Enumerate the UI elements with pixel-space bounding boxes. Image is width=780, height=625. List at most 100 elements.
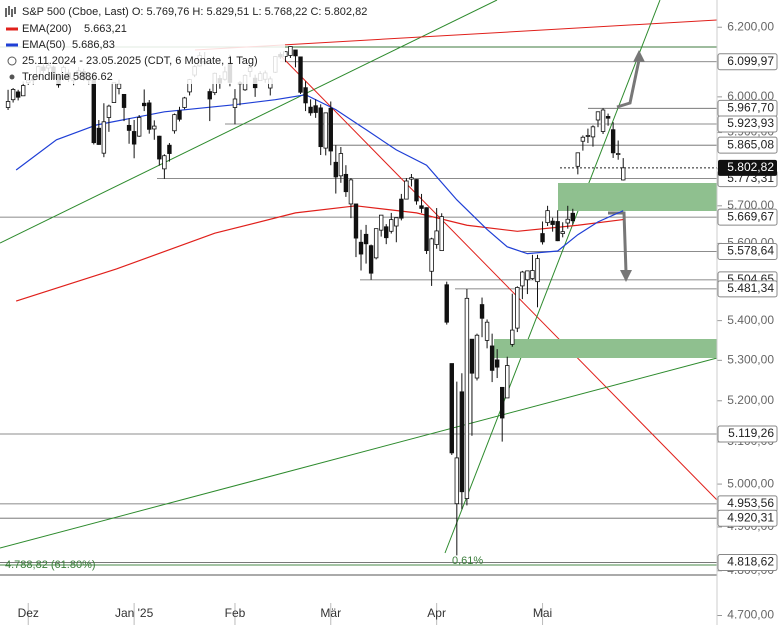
candle-body — [404, 180, 409, 200]
level-label: 5.119,26 — [728, 426, 774, 440]
current-label: 5.802,82 — [727, 160, 774, 174]
header-bg — [0, 2, 285, 84]
candle-body — [484, 321, 490, 341]
candle-body — [373, 228, 379, 259]
candle-body — [338, 153, 344, 177]
candle-body — [378, 214, 384, 231]
level-label: 5.578,64 — [727, 244, 774, 258]
level-label: 5.669,67 — [727, 209, 774, 223]
level-label: 5.967,70 — [727, 101, 774, 115]
level-box — [717, 280, 778, 298]
candle-body — [555, 221, 560, 242]
candle-body — [429, 238, 434, 272]
arrowhead — [633, 50, 645, 62]
x-tick-label: Mär — [320, 606, 341, 620]
candle-body — [545, 210, 550, 224]
candle-body — [560, 231, 565, 234]
candle-body — [303, 87, 308, 104]
ema-line — [15, 205, 624, 302]
candle-body — [328, 107, 333, 152]
candle-body — [131, 131, 137, 145]
level-box — [717, 53, 778, 71]
candle-body — [469, 338, 475, 374]
level-label: 4.920,31 — [727, 510, 774, 524]
candle-body — [10, 89, 16, 101]
candle-body — [288, 46, 293, 56]
icon — [7, 56, 17, 66]
x-tick-label: Feb — [225, 606, 246, 620]
candle-body — [172, 114, 177, 132]
support-zone — [494, 339, 717, 358]
candle-body — [152, 125, 157, 130]
candle-body — [323, 112, 328, 149]
level-box — [717, 425, 778, 443]
candle-body — [157, 135, 162, 160]
level-label: 5.481,34 — [727, 281, 774, 295]
candle-body — [621, 167, 626, 181]
candle-body — [91, 79, 96, 144]
level-label: 5.865,08 — [727, 137, 774, 151]
candle-body — [520, 271, 525, 287]
candle-body — [454, 457, 460, 505]
candle-body — [615, 153, 621, 155]
candle-body — [348, 179, 354, 205]
x-tick-label: Dez — [18, 606, 39, 620]
fib-label: 4.788,82 (61.80%) — [5, 559, 96, 571]
legend-name: EMA(200) — [22, 23, 72, 35]
candle-body — [459, 391, 465, 493]
candle-body — [106, 105, 112, 118]
period-label: 25.11.2024 - 23.05.2025 (CDT, 6 Monate, … — [22, 55, 258, 67]
candle-body — [595, 111, 601, 121]
candle-body — [444, 284, 449, 323]
candle-body — [394, 217, 399, 227]
candle-body — [464, 297, 470, 499]
candle-body — [550, 220, 555, 225]
candle-body — [590, 126, 596, 138]
candle-body — [121, 93, 127, 108]
candle-body — [177, 110, 182, 120]
candle-body — [399, 198, 404, 219]
candle-body — [308, 106, 313, 114]
candle-body — [363, 233, 369, 245]
x-tick-label: Jan '25 — [115, 606, 154, 620]
candle-body — [419, 205, 424, 209]
ema-line — [15, 94, 624, 255]
level-box — [717, 509, 778, 527]
candle-body — [474, 334, 480, 379]
candle-body — [111, 82, 117, 103]
candle-body — [409, 177, 414, 180]
arrow — [616, 59, 641, 109]
candle-body — [353, 203, 359, 239]
candle-body — [298, 56, 303, 93]
candle-body — [449, 363, 454, 454]
axis-layer: 4.700,004.800,004.900,005.000,005.100,00… — [18, 19, 778, 622]
trendline — [0, 357, 718, 549]
candle-body — [232, 98, 238, 108]
candle-body — [515, 287, 520, 329]
legend-value: 5.663,21 — [84, 23, 127, 35]
trendline — [0, 0, 498, 244]
candle-body — [434, 230, 439, 245]
candle-body — [293, 49, 298, 57]
candle-body — [505, 365, 510, 399]
percent-label: 0,61% — [452, 555, 483, 567]
y-tick-label: 6.000,00 — [727, 89, 774, 103]
icon — [5, 6, 16, 17]
candle-body — [116, 83, 122, 89]
candle-body — [494, 359, 500, 368]
level-label: 5.923,93 — [727, 116, 774, 130]
icon — [9, 74, 15, 80]
level-label: 4.953,56 — [727, 496, 774, 510]
level-box — [717, 115, 778, 133]
y-tick-label: 6.200,00 — [727, 19, 774, 33]
candle-body — [207, 91, 212, 100]
candle-body — [565, 218, 570, 224]
candle-body — [479, 304, 485, 319]
candle-body — [318, 107, 323, 148]
y-tick-label: 5.000,00 — [727, 476, 774, 490]
title: S&P 500 (Cboe, Last) O: 5.769,76 H: 5.82… — [22, 6, 367, 18]
candle-body — [358, 241, 364, 255]
legend-name: EMA(50) — [22, 39, 65, 51]
